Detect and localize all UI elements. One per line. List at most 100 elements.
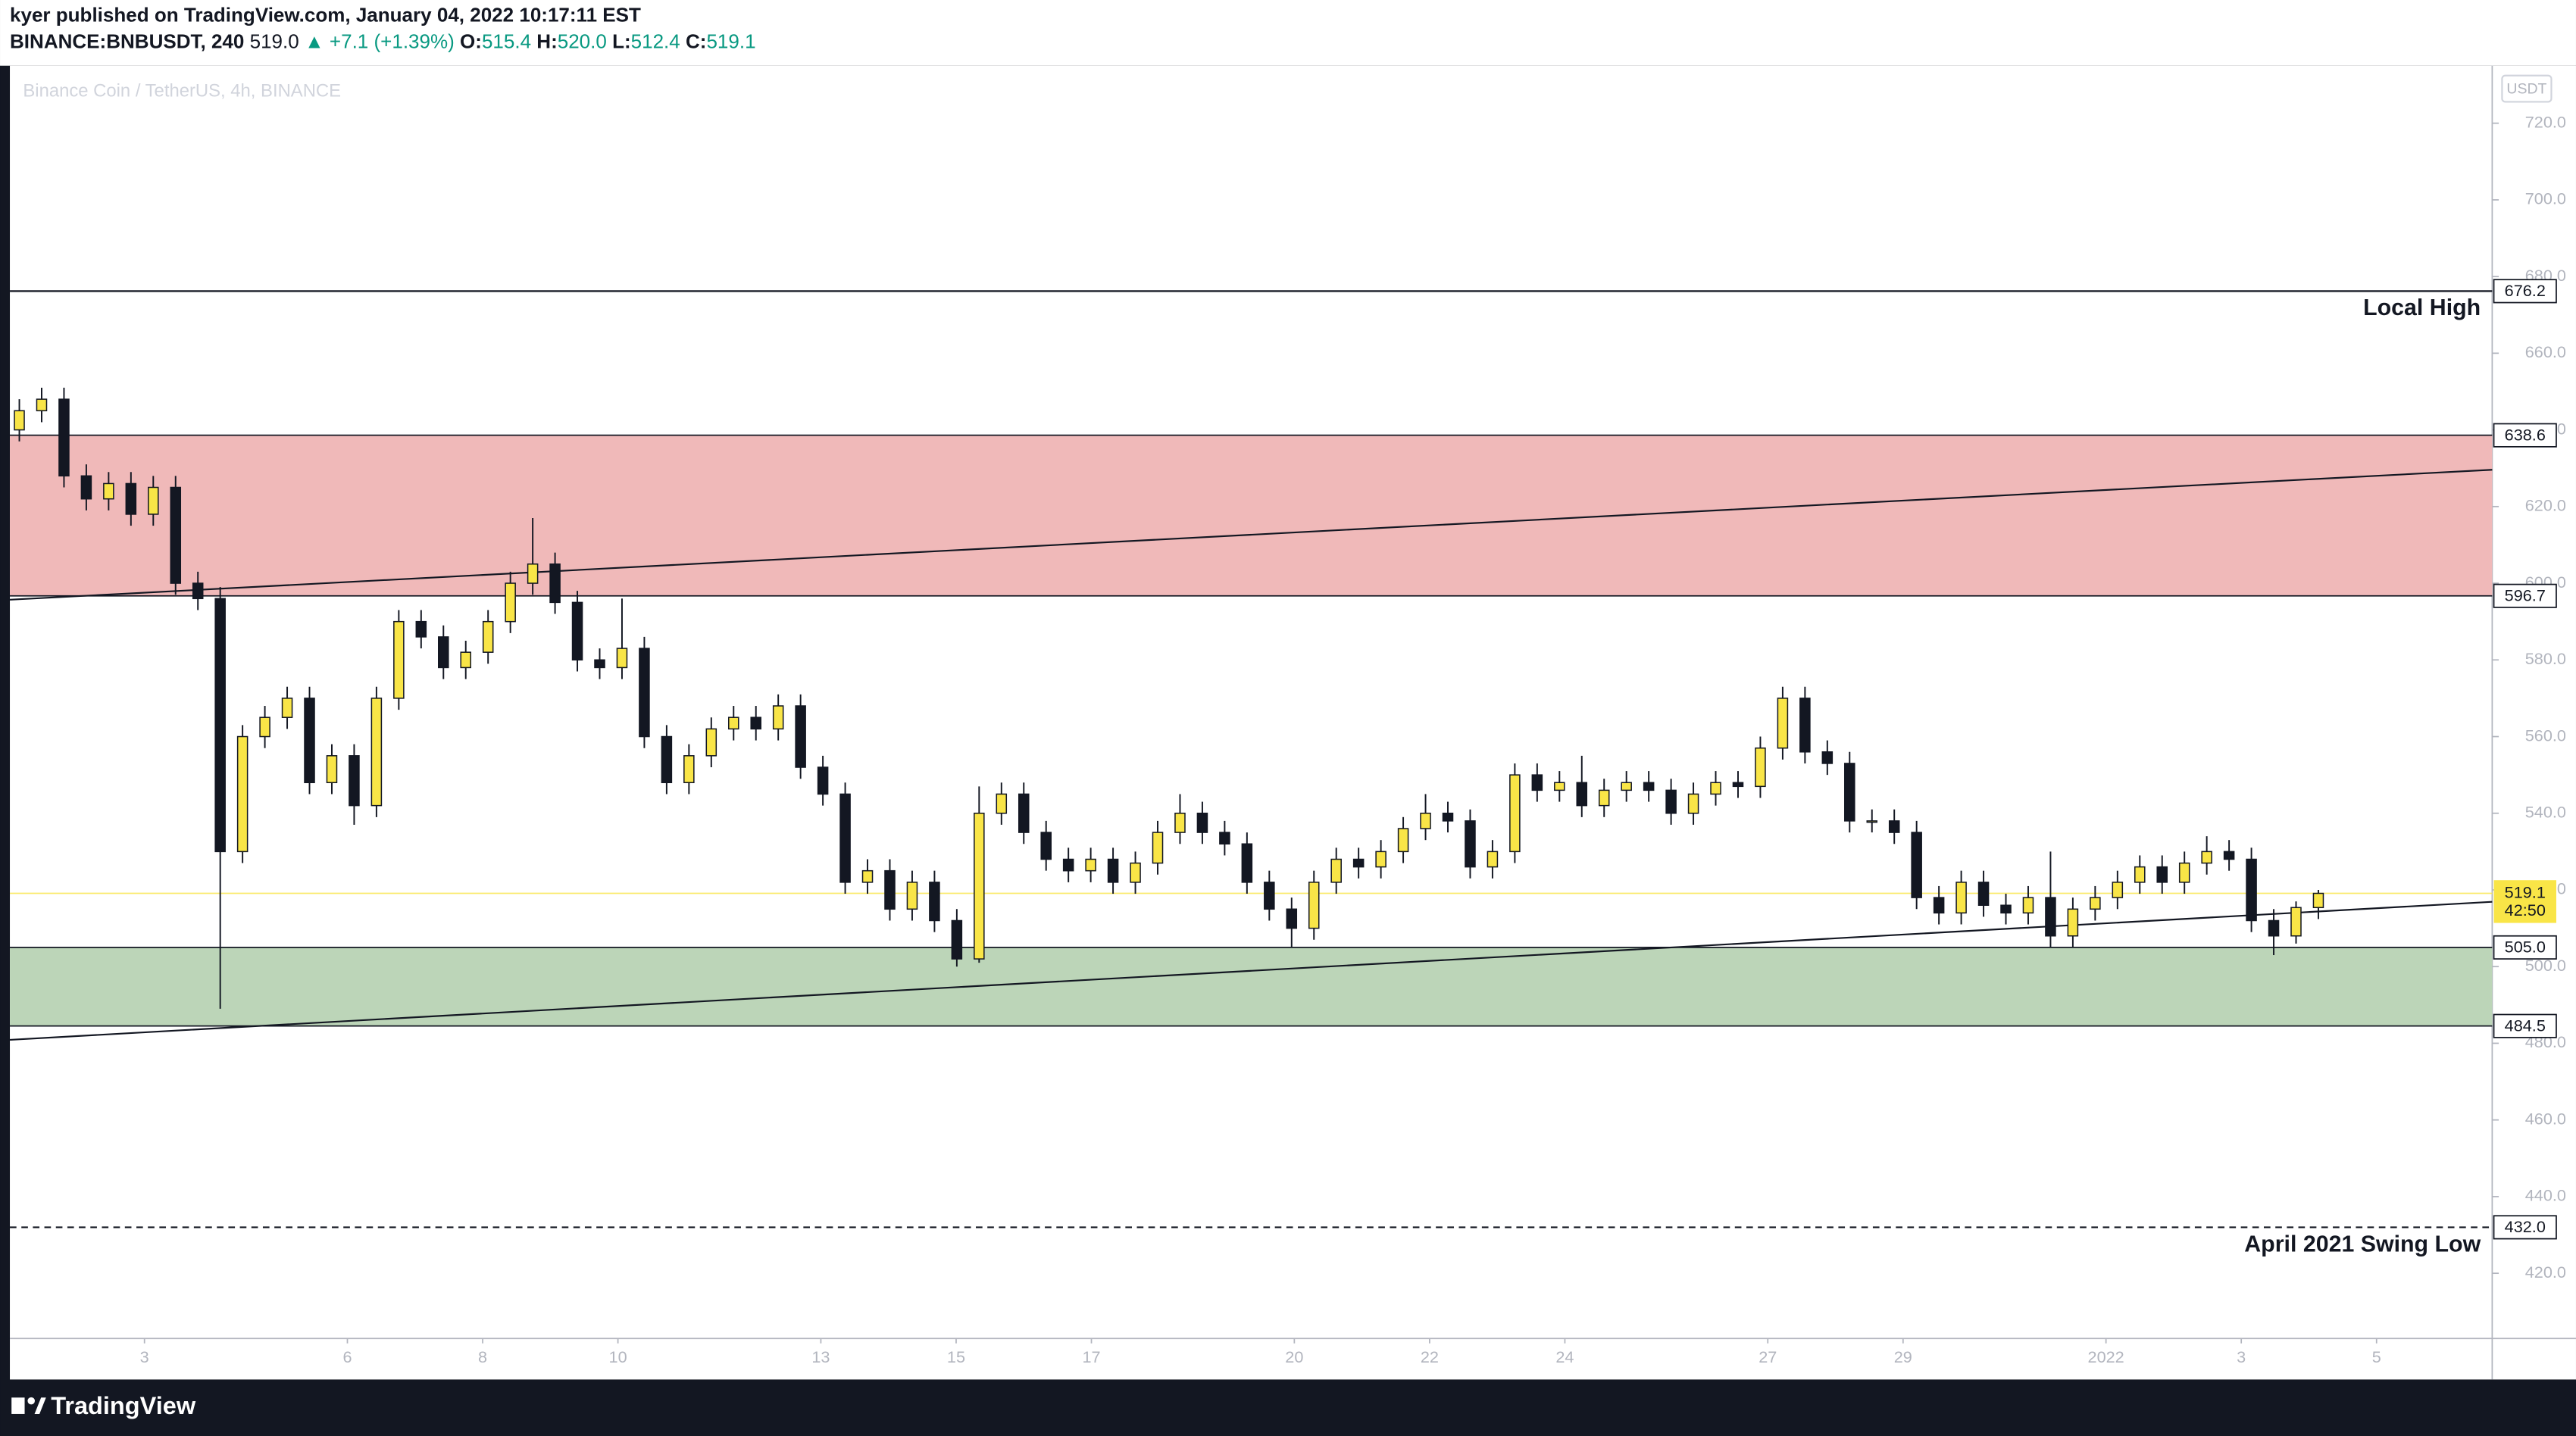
- candle-body: [2223, 851, 2235, 860]
- candle-body: [750, 716, 761, 730]
- zone-bottom-label: 484.5: [2505, 1016, 2546, 1035]
- zone: [10, 435, 2493, 596]
- candle-body: [2112, 882, 2124, 898]
- candle-body: [1799, 698, 1811, 753]
- trendline: [9, 901, 2493, 1041]
- candle-body: [1621, 782, 1632, 791]
- last-price-box: [2493, 880, 2556, 923]
- y-tick-label: 440.0: [2525, 1186, 2566, 1205]
- x-tick-label: 15: [947, 1347, 965, 1366]
- plot: Local High April 2021 Swing Low: [9, 290, 2493, 1256]
- candle-body: [1888, 820, 1900, 833]
- candle-body: [1687, 793, 1699, 814]
- zone-top-label: 505.0: [2505, 938, 2546, 957]
- candle-body: [861, 869, 874, 883]
- c: 519.1: [706, 30, 755, 52]
- candle-body: [58, 398, 70, 477]
- candle-body: [951, 919, 963, 960]
- candle-body: [460, 651, 472, 669]
- candle-body: [2312, 892, 2324, 909]
- y-tick-label: 700.0: [2525, 189, 2566, 208]
- symbol: BINANCE:BNBUSDT, 240: [10, 30, 244, 52]
- x-tick-label: 13: [811, 1347, 830, 1366]
- candle-body: [974, 812, 985, 960]
- candle-body: [1554, 782, 1565, 791]
- x-tick-label: 3: [140, 1347, 149, 1366]
- l-label: L:: [612, 30, 631, 52]
- logo-mark: [27, 1397, 35, 1405]
- x-tick-label: 5: [2372, 1347, 2381, 1366]
- candle-body: [772, 705, 784, 730]
- level-box: [2493, 279, 2557, 304]
- candle-body: [14, 410, 25, 431]
- candle-body: [415, 620, 427, 638]
- logo-mark: [34, 1397, 46, 1414]
- candle-body: [349, 755, 360, 807]
- candle-body: [1866, 820, 1878, 823]
- plot-panel: [10, 65, 2576, 1380]
- candle-body: [1755, 747, 1766, 788]
- candle-body: [906, 882, 918, 910]
- x-tick-label: 8: [478, 1347, 487, 1366]
- candle-body: [1130, 862, 1141, 883]
- candle-body: [236, 735, 249, 853]
- x-tick-label: 24: [1555, 1347, 1574, 1366]
- candle-body: [214, 598, 226, 853]
- candle-body: [705, 728, 717, 757]
- zone-bottom-label: 596.7: [2505, 586, 2546, 605]
- change: ▲ +7.1 (+1.39%): [305, 30, 455, 52]
- trendline: [9, 469, 2493, 601]
- candle-body: [2268, 919, 2280, 937]
- last-price-label: 519.1: [2505, 882, 2546, 901]
- h-label: H:: [536, 30, 557, 52]
- candle-body: [884, 869, 896, 910]
- currency-box: [2501, 74, 2553, 103]
- candle-body: [1933, 897, 1945, 914]
- x-tick-label: 22: [1421, 1347, 1439, 1366]
- candle-body: [1955, 882, 1967, 914]
- candle-body: [482, 620, 494, 653]
- candle-body: [1286, 908, 1298, 929]
- candle-body: [2067, 908, 2079, 937]
- h: 520.0: [558, 30, 607, 52]
- candle-body: [2090, 897, 2101, 910]
- candle-body: [1844, 763, 1855, 822]
- candle-body: [1085, 858, 1096, 872]
- candle-body: [505, 582, 516, 623]
- candle-body: [929, 882, 940, 922]
- candle-body: [1152, 832, 1164, 864]
- candle-body: [1911, 832, 1922, 898]
- level-annotation: Local High: [2363, 295, 2481, 320]
- c-label: C:: [686, 30, 706, 52]
- y-tick-label: 620.0: [2525, 496, 2566, 515]
- candle-body: [1352, 858, 1365, 868]
- candle-body: [103, 482, 114, 500]
- candle-body: [2045, 897, 2056, 937]
- candle-body: [326, 755, 338, 784]
- candle-body: [1732, 782, 1744, 788]
- candle-body: [594, 659, 605, 669]
- candle-body: [370, 698, 383, 807]
- candle-body: [1330, 858, 1342, 883]
- candle-body: [1821, 751, 1834, 764]
- currency: USDT: [2506, 80, 2546, 97]
- candle-body: [1509, 774, 1521, 853]
- o: 515.4: [482, 30, 531, 52]
- candle-body: [1196, 812, 1208, 833]
- candle-body: [1576, 782, 1588, 807]
- x-tick-label: 29: [1894, 1347, 1912, 1366]
- candle-body: [281, 698, 293, 718]
- candle-body: [304, 698, 315, 784]
- candle-body: [148, 486, 159, 515]
- logo: TradingView: [11, 1392, 196, 1419]
- candle-body: [549, 563, 561, 604]
- axes: 420.0440.0460.0480.0500.0520.0540.0560.0…: [140, 112, 2566, 1366]
- zone-top-box: [2493, 423, 2557, 448]
- publisher: kyer published on TradingView.com, Janua…: [10, 4, 641, 27]
- candle-body: [36, 398, 48, 412]
- candle-body: [1465, 820, 1476, 868]
- o-label: O:: [460, 30, 482, 52]
- logo-mark: [11, 1397, 25, 1414]
